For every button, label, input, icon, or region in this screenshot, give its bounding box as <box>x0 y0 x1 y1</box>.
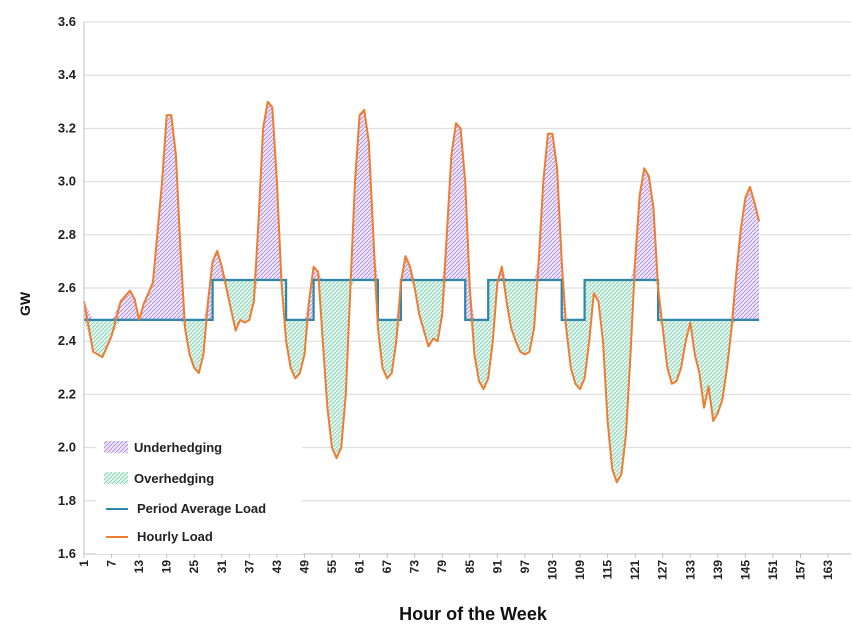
underhedging-area <box>561 261 585 320</box>
x-tick-label: 115 <box>601 560 615 580</box>
x-tick-label: 25 <box>187 560 201 574</box>
underhedging-area <box>400 123 466 280</box>
overhedging-area <box>400 280 466 347</box>
y-tick-label: 2.8 <box>58 227 76 242</box>
y-tick-label: 2.0 <box>58 440 76 455</box>
underhedging-area <box>488 133 562 280</box>
x-tick-label: 151 <box>766 560 780 580</box>
overhedging-area <box>488 280 562 379</box>
x-tick-label: 157 <box>793 560 807 580</box>
period-average-line <box>84 278 760 321</box>
underhedging-area <box>313 109 378 280</box>
x-tick-label: 91 <box>490 560 504 574</box>
underhedging-area <box>212 101 287 280</box>
underhedging-area <box>465 181 489 320</box>
legend-item-period-average: Period Average Load <box>106 501 266 516</box>
legend: Underhedging Overhedging Period Average … <box>96 430 302 554</box>
overhedging-area <box>465 319 489 390</box>
y-tick-labels: 1.6 1.8 2.0 2.2 2.4 2.6 2.8 3.0 3.2 3.4 3.6 <box>58 14 77 561</box>
x-tick-label: 67 <box>380 560 394 574</box>
y-axis-title: GW <box>17 291 33 316</box>
x-tick-label: 37 <box>242 560 256 574</box>
x-tick-label: 43 <box>270 560 284 574</box>
legend-swatch-overhedging <box>104 472 128 484</box>
underhedging-area <box>84 115 213 320</box>
x-tick-label: 133 <box>683 560 697 580</box>
x-tick-label: 19 <box>160 560 174 574</box>
y-tick-label: 1.8 <box>58 493 76 508</box>
y-tick-label: 2.6 <box>58 280 76 295</box>
overhedging-area <box>377 319 401 379</box>
x-axis-title: Hour of the Week <box>399 604 548 624</box>
x-tick-label: 61 <box>353 560 367 574</box>
period-average-path <box>84 278 760 321</box>
x-tick-label: 55 <box>325 560 339 574</box>
underhedging-area <box>584 168 659 280</box>
x-tick-label: 145 <box>738 560 752 580</box>
x-tick-label: 31 <box>215 560 229 574</box>
x-tick-label: 79 <box>435 560 449 574</box>
legend-background <box>96 430 302 554</box>
x-tick-label: 13 <box>132 560 146 574</box>
hedging-areas <box>84 101 760 483</box>
x-tick-labels: 1 7 13 19 25 31 37 43 49 55 61 67 73 79 85 91 97 103 109 11… <box>77 560 835 580</box>
legend-item-overhedging: Overhedging <box>104 471 214 486</box>
hourly-load-path <box>83 100 761 484</box>
y-tick-label: 3.0 <box>58 174 76 189</box>
x-tick-label: 127 <box>656 560 670 580</box>
legend-swatch-underhedging <box>104 441 128 453</box>
x-tick-label: 139 <box>711 560 725 580</box>
x-tick-label: 1 <box>77 560 91 567</box>
overhedging-area <box>658 319 760 421</box>
legend-item-hourly-load: Hourly Load <box>106 529 213 544</box>
overhedging-area <box>212 280 287 342</box>
x-tick-label: 85 <box>463 560 477 574</box>
x-tick-label: 7 <box>105 560 119 567</box>
y-tick-label: 2.4 <box>58 333 77 348</box>
y-tick-label: 3.4 <box>58 67 77 82</box>
hourly-load-line <box>83 100 761 484</box>
x-tick-label: 163 <box>821 560 835 580</box>
x-tick-label: 49 <box>297 560 311 574</box>
underhedging-area <box>286 266 314 320</box>
x-tick-label: 121 <box>628 560 642 580</box>
x-tick-label: 97 <box>518 560 532 574</box>
legend-label-overhedging: Overhedging <box>134 471 214 486</box>
overhedging-area <box>584 280 659 483</box>
legend-label-underhedging: Underhedging <box>134 440 222 455</box>
legend-item-underhedging: Underhedging <box>104 440 222 455</box>
legend-label-hourly-load: Hourly Load <box>137 529 213 544</box>
overhedging-area <box>313 280 378 459</box>
legend-label-period-average: Period Average Load <box>137 501 266 516</box>
y-tick-label: 3.6 <box>58 14 76 29</box>
x-tick-label: 73 <box>408 560 422 574</box>
y-tick-label: 3.2 <box>58 120 76 135</box>
x-tick-label: 103 <box>545 560 559 580</box>
y-tick-label: 2.2 <box>58 386 76 401</box>
y-tick-label: 1.6 <box>58 546 76 561</box>
x-tick-label: 109 <box>573 560 587 580</box>
